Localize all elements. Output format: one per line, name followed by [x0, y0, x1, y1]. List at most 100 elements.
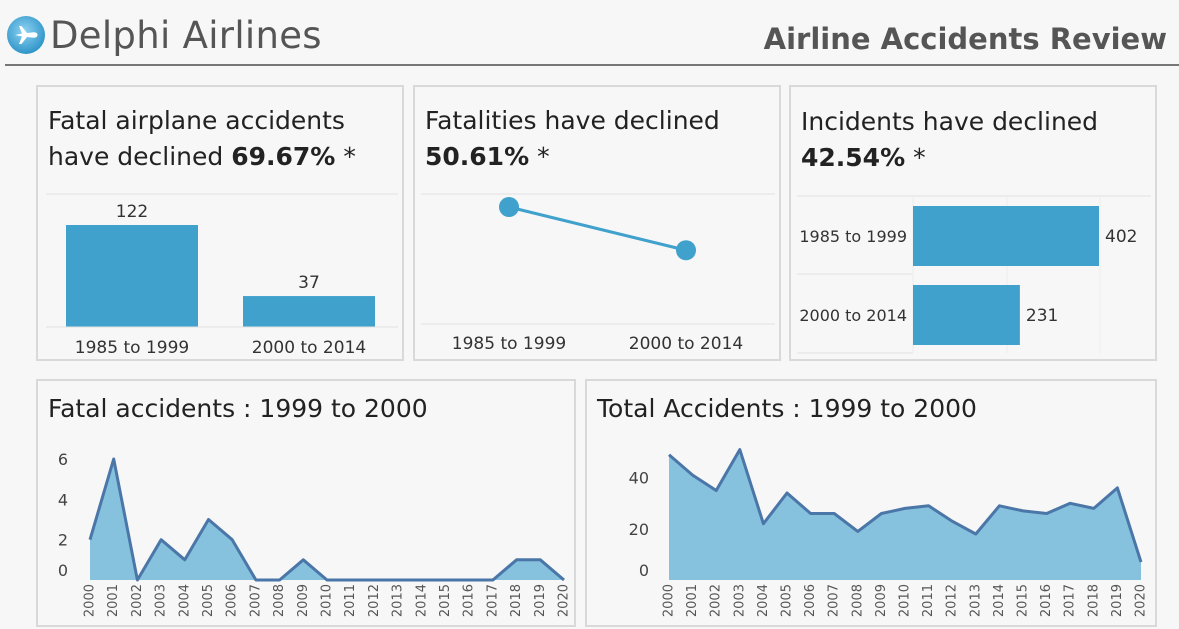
data-point — [499, 197, 519, 217]
x-tick-label: 2020 — [1134, 584, 1149, 617]
x-tick-label: 2005 — [201, 584, 216, 617]
x-tick-label: 2006 — [225, 584, 240, 617]
decline-percentage: 42.54% — [801, 143, 906, 173]
data-label: 231 — [1026, 306, 1058, 326]
fatal-trend-panel: Fatal accidents : 1999 to 2000 0 2 4 6 2000 2… — [36, 379, 576, 627]
data-label: 122 — [116, 202, 148, 222]
series-line — [508, 205, 687, 252]
x-tick-label: 2004 — [177, 584, 192, 617]
panel-title-line2: have declined — [48, 142, 224, 172]
x-tick-label: 2012 — [367, 584, 382, 617]
bar — [913, 285, 1020, 345]
x-tick-label: 2010 — [320, 584, 335, 617]
panel-title: Fatal airplane accidents have declined 6… — [48, 103, 356, 176]
x-tick-label: 2001 — [106, 584, 121, 617]
panel-title-line1: Fatal airplane accidents — [48, 106, 345, 135]
asterisk-note: * — [343, 142, 356, 172]
area-fill — [669, 449, 1141, 580]
series-line — [88, 457, 565, 582]
x-tick-label: 2019 — [1110, 584, 1125, 617]
x-tick-label: 2013 — [391, 584, 406, 617]
category-label: 1985 to 1999 — [799, 227, 907, 246]
panel-title-line1: Fatalities have declined — [425, 106, 720, 135]
x-tick-label: 2014 — [414, 584, 429, 617]
x-tick-label: 2004 — [756, 584, 771, 617]
x-tick-label: 2020 — [557, 584, 572, 617]
brand-name: Delphi Airlines — [50, 14, 322, 57]
asterisk-note: * — [537, 142, 550, 172]
y-tick-label: 0 — [639, 561, 649, 580]
bar — [913, 206, 1099, 266]
x-tick-label: 2007 — [248, 584, 263, 617]
decline-percentage: 50.61% — [425, 142, 530, 172]
y-tick-label: 4 — [58, 490, 68, 509]
data-point — [676, 240, 696, 261]
x-tick-label: 2019 — [533, 584, 548, 617]
x-tick-label: 2015 — [438, 584, 453, 617]
x-tick-label: 2002 — [130, 584, 145, 617]
x-tick-label: 2000 — [662, 584, 677, 617]
data-label: 37 — [298, 273, 320, 293]
x-tick-label: 2017 — [485, 584, 500, 617]
category-label: 2000 to 2014 — [799, 306, 907, 325]
airplane-icon — [7, 16, 45, 54]
panel-title-line1: Incidents have declined — [801, 107, 1099, 136]
x-tick-label: 2018 — [1086, 584, 1101, 617]
y-tick-label: 2 — [58, 531, 68, 550]
x-tick-label: 2013 — [968, 584, 983, 617]
dashboard-header: Delphi Airlines Airline Accidents Review — [0, 0, 1179, 66]
fatal-accidents-bar-chart: 122 1985 to 1999 37 2000 to 2014 — [46, 193, 398, 358]
series-line — [668, 448, 1143, 563]
x-tick-label: 2008 — [850, 584, 865, 617]
x-tick-label: 2011 — [343, 584, 358, 617]
x-tick-label: 2006 — [803, 584, 818, 617]
report-title: Airline Accidents Review — [763, 22, 1167, 56]
category-label: 2000 to 2014 — [629, 334, 743, 354]
panel-title: Fatal accidents : 1999 to 2000 — [48, 394, 428, 423]
x-tick-label: 2008 — [272, 584, 287, 617]
incidents-bar-chart: 402 1985 to 1999 231 2000 to 2014 — [797, 195, 1151, 354]
panel-title: Incidents have declined 42.54% * — [801, 104, 1098, 177]
header-divider — [5, 64, 1179, 66]
total-accidents-area-chart: 0 20 40 2000 2001 2002 2003 2004 2005 2006 2007 200… — [629, 448, 1149, 617]
x-tick-label: 2012 — [945, 584, 960, 617]
x-tick-label: 2014 — [992, 584, 1007, 617]
panel-title: Total Accidents : 1999 to 2000 — [597, 394, 977, 423]
x-tick-label: 2003 — [732, 584, 747, 617]
bar — [66, 225, 198, 327]
x-tick-label: 2015 — [1016, 584, 1031, 617]
category-label: 2000 to 2014 — [252, 338, 366, 358]
x-tick-label: 2002 — [709, 584, 724, 617]
fatal-accidents-area-chart: 0 2 4 6 2000 2001 2002 2003 2004 2005 2006 2007 2008… — [58, 450, 572, 617]
x-tick-label: 2003 — [154, 584, 169, 617]
x-tick-label: 2009 — [296, 584, 311, 617]
x-tick-label: 2009 — [874, 584, 889, 617]
fatalities-panel: Fatalities have declined 50.61% * 1985 t… — [413, 85, 781, 361]
x-tick-label: 2016 — [1039, 584, 1054, 617]
x-tick-label: 2001 — [685, 584, 700, 617]
x-tick-label: 2007 — [827, 584, 842, 617]
x-tick-label: 2010 — [898, 584, 913, 617]
x-tick-label: 2000 — [83, 584, 98, 617]
panel-title: Fatalities have declined 50.61% * — [425, 103, 720, 176]
x-tick-label: 2011 — [921, 584, 936, 617]
x-tick-label: 2017 — [1063, 584, 1078, 617]
asterisk-note: * — [913, 143, 926, 173]
x-tick-label: 2018 — [509, 584, 524, 617]
total-trend-panel: Total Accidents : 1999 to 2000 0 20 40 2000… — [585, 379, 1157, 627]
x-tick-label: 2016 — [462, 584, 477, 617]
fatalities-line-chart: 1985 to 1999 2000 to 2014 — [421, 193, 775, 354]
bar — [243, 296, 375, 327]
y-tick-label: 20 — [629, 520, 649, 539]
category-label: 1985 to 1999 — [452, 334, 566, 354]
y-tick-label: 0 — [58, 561, 68, 580]
data-label: 402 — [1105, 227, 1137, 247]
x-tick-label: 2005 — [780, 584, 795, 617]
y-tick-label: 6 — [58, 450, 68, 469]
category-label: 1985 to 1999 — [75, 338, 189, 358]
fatal-accidents-panel: Fatal airplane accidents have declined 6… — [36, 85, 404, 361]
decline-percentage: 69.67% — [231, 142, 336, 172]
incidents-panel: Incidents have declined 42.54% * 402 1985… — [789, 85, 1157, 361]
y-tick-label: 40 — [629, 469, 649, 488]
area-fill — [90, 459, 564, 580]
